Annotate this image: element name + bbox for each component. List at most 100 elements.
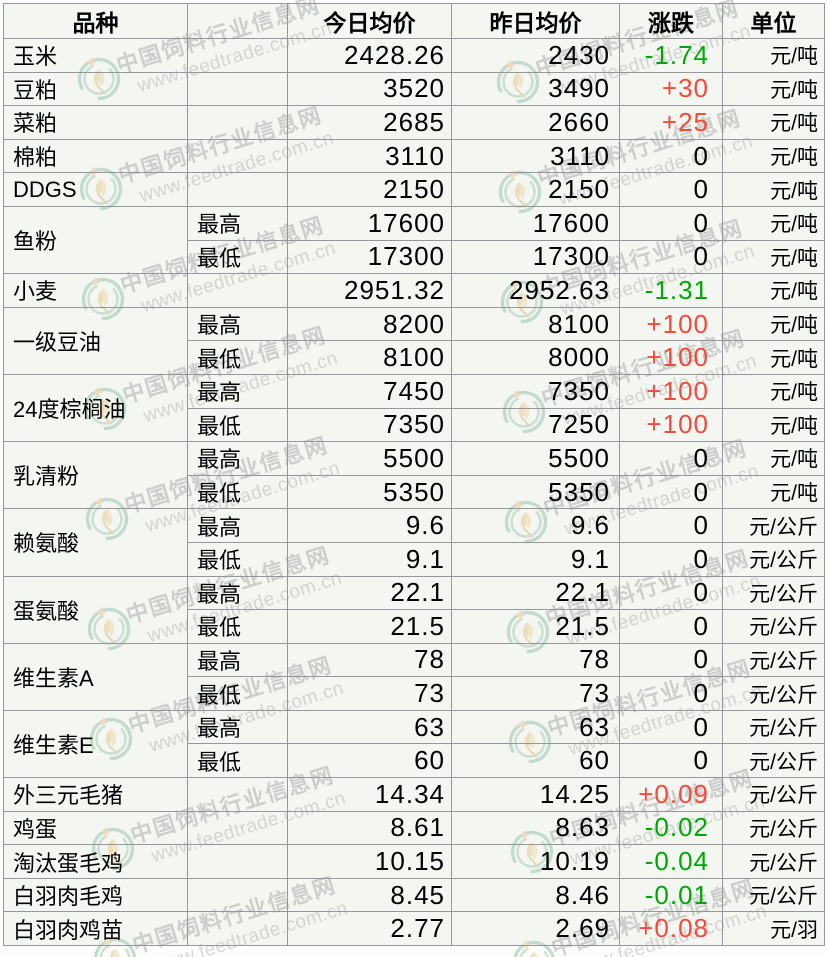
table-row: 白羽肉毛鸡 8.45 8.46 -0.01 元/公斤 xyxy=(3,877,825,913)
sub-label-cell: 最高 xyxy=(187,205,288,241)
change-cell: +100 xyxy=(619,373,723,409)
table-row: 最低 5350 5350 0 元/吨 xyxy=(4,474,825,510)
unit-cell: 元/吨 xyxy=(722,239,825,275)
sub-empty-cell xyxy=(187,810,288,846)
table-row: 淘汰蛋毛鸡 10.15 10.19 -0.04 元/公斤 xyxy=(3,844,825,879)
sub-label-cell: 最高 xyxy=(187,441,288,476)
change-cell: 0 xyxy=(619,138,723,174)
variety-cell: DDGS xyxy=(3,172,188,207)
change-cell: +100 xyxy=(619,407,723,443)
change-cell: 0 xyxy=(619,575,723,611)
unit-cell: 元/公斤 xyxy=(722,844,825,879)
sub-label-cell: 最高 xyxy=(187,508,288,543)
sub-label-cell: 最高 xyxy=(187,709,288,745)
column-header-variety: 品种 xyxy=(3,3,188,39)
yesterday-price-cell: 2150 xyxy=(451,172,620,207)
unit-cell: 元/公斤 xyxy=(722,676,825,711)
unit-cell: 元/吨 xyxy=(722,205,825,241)
change-cell: +0.08 xyxy=(619,911,723,947)
variety-cell: 外三元毛猪 xyxy=(3,777,188,812)
change-cell: 0 xyxy=(619,709,723,745)
table-header: 品种 今日均价 昨日均价 涨跌 单位 xyxy=(3,3,825,39)
sub-label-cell: 最低 xyxy=(187,407,288,443)
sub-empty-cell xyxy=(187,777,288,812)
column-header-today: 今日均价 xyxy=(287,3,452,39)
change-cell: 0 xyxy=(619,743,723,779)
variety-cell: 维生素E xyxy=(3,709,188,779)
table-row: DDGS 2150 2150 0 元/吨 xyxy=(3,172,825,207)
today-price-cell: 63 xyxy=(287,709,452,745)
yesterday-price-cell: 3490 xyxy=(451,71,620,107)
unit-cell: 元/吨 xyxy=(722,407,825,443)
variety-cell: 淘汰蛋毛鸡 xyxy=(3,844,188,879)
today-price-cell: 8200 xyxy=(287,306,452,342)
today-price-cell: 8100 xyxy=(287,340,452,375)
yesterday-price-cell: 5350 xyxy=(451,474,620,510)
variety-cell: 乳清粉 xyxy=(3,441,188,510)
variety-cell: 小麦 xyxy=(3,273,188,308)
unit-cell: 元/公斤 xyxy=(722,777,825,812)
change-cell: 0 xyxy=(619,205,723,241)
sub-label-cell: 最高 xyxy=(187,642,288,678)
yesterday-price-cell: 8.46 xyxy=(451,877,620,913)
change-cell: -0.04 xyxy=(619,844,723,879)
change-cell: 0 xyxy=(619,541,723,577)
yesterday-price-cell: 14.25 xyxy=(451,777,620,812)
today-price-cell: 78 xyxy=(287,642,452,678)
sub-label-cell: 最低 xyxy=(187,239,288,275)
change-cell: 0 xyxy=(619,642,723,678)
variety-cell: 玉米 xyxy=(3,38,188,73)
today-price-cell: 9.6 xyxy=(287,508,452,543)
sub-label-cell: 最低 xyxy=(187,541,288,577)
yesterday-price-cell: 8100 xyxy=(451,306,620,342)
change-cell: 0 xyxy=(619,474,723,510)
variety-cell: 鸡蛋 xyxy=(3,810,188,846)
unit-cell: 元/吨 xyxy=(722,441,825,476)
yesterday-price-cell: 8000 xyxy=(451,340,620,375)
table-row: 鱼粉 最高 17600 17600 0 元/吨 xyxy=(3,205,825,275)
change-cell: -1.31 xyxy=(619,273,723,308)
change-cell: +100 xyxy=(619,306,723,342)
table-row: 一级豆油 最高 8200 8100 +100 元/吨 xyxy=(3,306,825,375)
variety-cell: 白羽肉鸡苗 xyxy=(3,911,188,947)
table-row: 蛋氨酸 最高 22.1 22.1 0 元/公斤 xyxy=(3,575,825,644)
today-price-cell: 2951.32 xyxy=(287,273,452,308)
sub-empty-cell xyxy=(187,38,288,73)
column-header-unit: 单位 xyxy=(722,3,825,39)
change-cell: 0 xyxy=(619,609,723,644)
sub-empty-cell xyxy=(187,138,288,174)
yesterday-price-cell: 5500 xyxy=(451,441,620,476)
table-row: 乳清粉 最高 5500 5500 0 元/吨 xyxy=(3,441,825,510)
unit-cell: 元/公斤 xyxy=(722,877,825,913)
today-price-cell: 22.1 xyxy=(287,575,452,611)
unit-cell: 元/吨 xyxy=(722,373,825,409)
unit-cell: 元/吨 xyxy=(722,105,825,140)
yesterday-price-cell: 60 xyxy=(451,743,620,779)
yesterday-price-cell: 3110 xyxy=(451,138,620,174)
column-header-yesterday: 昨日均价 xyxy=(451,3,620,39)
sub-label-cell: 最低 xyxy=(187,474,288,510)
today-price-cell: 2150 xyxy=(287,172,452,207)
today-price-cell: 9.1 xyxy=(287,541,452,577)
sub-label-cell: 最低 xyxy=(187,340,288,375)
change-cell: 0 xyxy=(619,239,723,275)
today-price-cell: 5500 xyxy=(287,441,452,476)
sub-label-cell: 最高 xyxy=(187,373,288,409)
sub-empty-cell xyxy=(187,172,288,207)
column-header-sub xyxy=(187,3,288,39)
yesterday-price-cell: 7250 xyxy=(451,407,620,443)
table-row: 棉粕 3110 3110 0 元/吨 xyxy=(3,138,825,174)
yesterday-price-cell: 73 xyxy=(451,676,620,711)
yesterday-price-cell: 9.6 xyxy=(451,508,620,543)
unit-cell: 元/吨 xyxy=(722,71,825,107)
unit-cell: 元/公斤 xyxy=(722,609,825,644)
variety-cell: 赖氨酸 xyxy=(3,508,188,577)
today-price-cell: 10.15 xyxy=(287,844,452,879)
sub-empty-cell xyxy=(187,105,288,140)
yesterday-price-cell: 22.1 xyxy=(451,575,620,611)
change-cell: 0 xyxy=(619,441,723,476)
today-price-cell: 3520 xyxy=(287,71,452,107)
change-cell: +0.09 xyxy=(619,777,723,812)
today-price-cell: 17600 xyxy=(287,205,452,241)
